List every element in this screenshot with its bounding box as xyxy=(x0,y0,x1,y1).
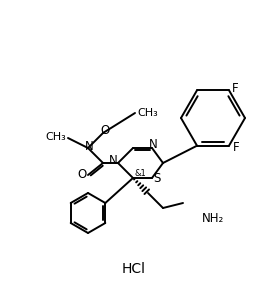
Text: O: O xyxy=(77,168,87,182)
Text: O: O xyxy=(100,125,110,138)
Text: NH₂: NH₂ xyxy=(202,212,224,224)
Text: CH₃: CH₃ xyxy=(45,132,66,142)
Text: N: N xyxy=(85,141,93,153)
Text: F: F xyxy=(233,141,240,154)
Text: &1: &1 xyxy=(134,168,146,178)
Text: F: F xyxy=(232,82,239,95)
Text: N: N xyxy=(109,155,117,168)
Text: CH₃: CH₃ xyxy=(137,108,158,118)
Text: HCl: HCl xyxy=(122,262,146,276)
Text: N: N xyxy=(149,139,157,152)
Text: S: S xyxy=(153,173,161,185)
